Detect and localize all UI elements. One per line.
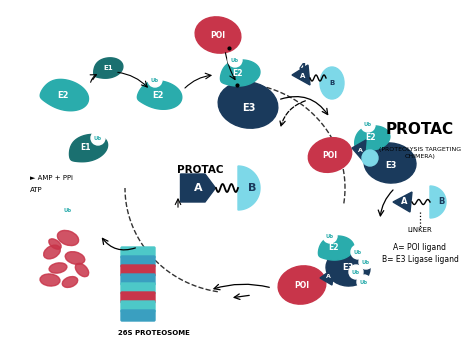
Ellipse shape — [364, 143, 416, 183]
Ellipse shape — [278, 266, 326, 304]
Polygon shape — [319, 236, 354, 260]
Polygon shape — [70, 134, 108, 162]
Text: POI: POI — [322, 150, 337, 159]
Ellipse shape — [57, 230, 79, 246]
Ellipse shape — [65, 252, 85, 264]
Text: B: B — [248, 183, 256, 193]
Text: PROTAC: PROTAC — [177, 165, 223, 175]
Ellipse shape — [195, 17, 241, 53]
Text: Ub: Ub — [362, 260, 370, 265]
Circle shape — [351, 245, 365, 259]
Polygon shape — [40, 79, 89, 111]
Text: Ub: Ub — [64, 208, 72, 213]
Text: E2: E2 — [233, 68, 243, 77]
Circle shape — [349, 265, 363, 279]
Polygon shape — [220, 60, 260, 86]
Ellipse shape — [218, 82, 278, 128]
Polygon shape — [352, 140, 366, 162]
Text: PROTAC: PROTAC — [386, 122, 454, 138]
FancyBboxPatch shape — [121, 265, 155, 276]
Circle shape — [359, 255, 373, 269]
Circle shape — [148, 73, 162, 87]
Text: A: A — [301, 73, 306, 79]
Text: E2: E2 — [152, 90, 164, 99]
Ellipse shape — [320, 67, 344, 99]
FancyBboxPatch shape — [121, 283, 155, 294]
Ellipse shape — [362, 150, 378, 166]
Text: B= E3 Ligase ligand: B= E3 Ligase ligand — [382, 255, 458, 265]
Circle shape — [361, 118, 375, 132]
Text: E3: E3 — [385, 161, 397, 170]
Ellipse shape — [75, 263, 89, 277]
Polygon shape — [94, 58, 123, 78]
Ellipse shape — [49, 263, 67, 273]
Polygon shape — [393, 192, 412, 212]
Text: Ub: Ub — [354, 250, 362, 254]
Ellipse shape — [308, 138, 352, 172]
Text: A: A — [194, 183, 202, 193]
Polygon shape — [238, 166, 260, 210]
Circle shape — [60, 202, 76, 218]
Text: 4: 4 — [298, 63, 306, 73]
FancyBboxPatch shape — [121, 292, 155, 303]
Polygon shape — [355, 126, 390, 150]
FancyBboxPatch shape — [121, 301, 155, 312]
Text: Ub: Ub — [352, 269, 360, 275]
Text: POI: POI — [210, 30, 226, 39]
Text: Ub: Ub — [151, 77, 159, 82]
Text: E3: E3 — [342, 263, 354, 273]
Text: Ub: Ub — [326, 233, 334, 238]
Polygon shape — [181, 174, 216, 202]
Ellipse shape — [44, 245, 60, 259]
Text: ATP: ATP — [30, 187, 43, 193]
Text: E2: E2 — [57, 90, 69, 99]
Text: A: A — [357, 148, 363, 153]
Circle shape — [357, 275, 371, 289]
Circle shape — [323, 229, 337, 243]
Ellipse shape — [40, 274, 60, 286]
Text: E3: E3 — [242, 103, 255, 113]
Text: B: B — [438, 198, 444, 207]
Text: 26S PROTEOSOME: 26S PROTEOSOME — [118, 330, 190, 336]
FancyBboxPatch shape — [121, 256, 155, 267]
Ellipse shape — [62, 276, 78, 288]
Ellipse shape — [49, 239, 61, 249]
Text: POI: POI — [294, 281, 310, 290]
Text: Ub: Ub — [94, 135, 102, 141]
Text: Ub: Ub — [364, 122, 372, 127]
FancyBboxPatch shape — [121, 310, 155, 321]
Text: (PROTEOLYSIS TARGETING
CHIMERA): (PROTEOLYSIS TARGETING CHIMERA) — [379, 147, 461, 159]
Polygon shape — [137, 81, 182, 109]
Circle shape — [91, 131, 105, 145]
Ellipse shape — [326, 250, 370, 286]
Text: E2: E2 — [329, 244, 339, 252]
Text: LINKER: LINKER — [408, 227, 432, 233]
Circle shape — [228, 53, 242, 67]
Text: A: A — [401, 198, 407, 207]
Polygon shape — [320, 268, 334, 285]
Polygon shape — [292, 65, 310, 85]
FancyBboxPatch shape — [121, 247, 155, 258]
Text: E1: E1 — [103, 65, 113, 71]
Text: A= POI ligand: A= POI ligand — [393, 244, 447, 252]
Text: B: B — [329, 80, 335, 86]
FancyBboxPatch shape — [121, 274, 155, 285]
Text: E2: E2 — [366, 134, 376, 142]
Text: Ub: Ub — [360, 280, 368, 284]
Text: Ub: Ub — [231, 58, 239, 62]
Text: A: A — [326, 275, 330, 280]
Text: ► AMP + PPi: ► AMP + PPi — [30, 175, 73, 181]
Text: E1: E1 — [81, 143, 91, 153]
Polygon shape — [430, 186, 446, 218]
